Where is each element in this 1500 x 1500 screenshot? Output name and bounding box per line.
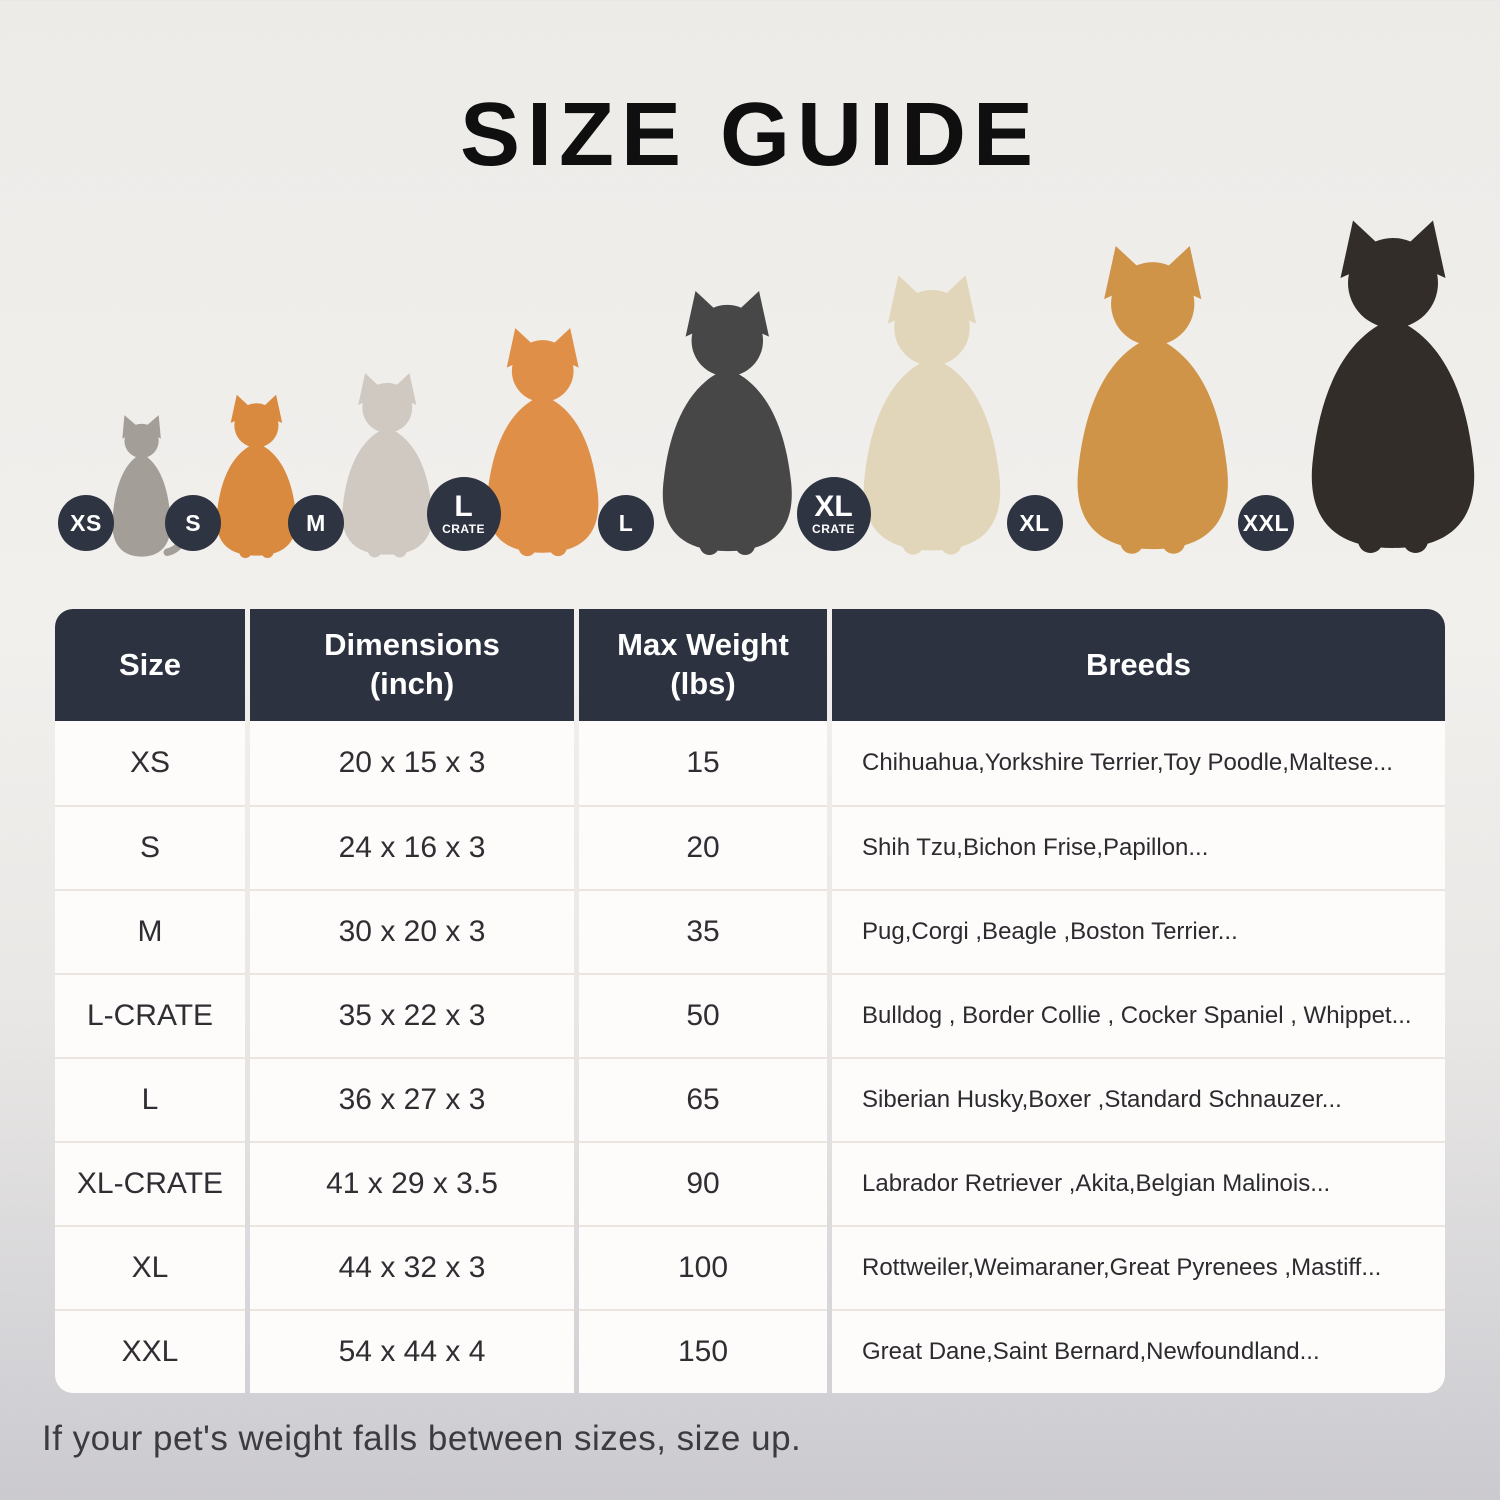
doberman-silhouette-icon xyxy=(1268,213,1500,563)
header-max-weight-label: Max Weight xyxy=(617,627,789,663)
size-badge-label: XXL xyxy=(1242,509,1290,536)
header-size: Size xyxy=(55,609,245,721)
cell-size: XXL xyxy=(55,1309,245,1393)
cell-size: XL-CRATE xyxy=(55,1141,245,1225)
size-badge-label: L xyxy=(618,509,634,536)
cell-breeds: Pug,Corgi ,Beagle ,Boston Terrier... xyxy=(832,889,1445,973)
cell-dimensions: 24 x 16 x 3 xyxy=(250,805,574,889)
cell-size: L-CRATE xyxy=(55,973,245,1057)
table-row: M 30 x 20 x 3 35 Pug,Corgi ,Beagle ,Boston … xyxy=(55,889,1445,973)
size-badge-m: M xyxy=(287,495,344,551)
size-badge-sublabel: CRATE xyxy=(442,521,486,536)
size-badge-label: XS xyxy=(70,509,102,536)
cell-max-weight: 50 xyxy=(579,973,827,1057)
cell-size: XL xyxy=(55,1225,245,1309)
table-row: XL-CRATE 41 x 29 x 3.5 90 Labrador Retrieve… xyxy=(55,1141,1445,1225)
pet-golden-retriever: XL xyxy=(1006,239,1268,563)
cell-size: XS xyxy=(55,721,245,805)
header-dimensions-unit: (inch) xyxy=(369,666,455,701)
size-badge-xxl: XXL xyxy=(1237,495,1294,551)
header-dimensions: Dimensions (inch) xyxy=(250,609,574,721)
table-row: S 24 x 16 x 3 20 Shih Tzu,Bichon Frise,Papi… xyxy=(55,805,1445,889)
table-row: L-CRATE 35 x 22 x 3 50 Bulldog , Border Col… xyxy=(55,973,1445,1057)
cell-breeds: Labrador Retriever ,Akita,Belgian Malino… xyxy=(832,1141,1445,1225)
cell-max-weight: 20 xyxy=(579,805,827,889)
size-badge-s: S xyxy=(165,495,222,551)
cell-size: L xyxy=(55,1057,245,1141)
header-dimensions-label: Dimensions xyxy=(324,627,500,663)
size-badge-xl: XL xyxy=(1006,495,1063,551)
cell-max-weight: 150 xyxy=(579,1309,827,1393)
cell-breeds: Shih Tzu,Bichon Frise,Papillon... xyxy=(832,805,1445,889)
cell-dimensions: 41 x 29 x 3.5 xyxy=(250,1141,574,1225)
table-row: XS 20 x 15 x 3 15 Chihuahua,Yorkshire Terri… xyxy=(55,721,1445,805)
cell-dimensions: 54 x 44 x 4 xyxy=(250,1309,574,1393)
pet-cat: XS xyxy=(58,413,195,563)
pet-shiba-inu: L CRATE xyxy=(426,323,628,563)
cell-breeds: Siberian Husky,Boxer ,Standard Schnauzer… xyxy=(832,1057,1445,1141)
size-badge-sublabel: CRATE xyxy=(812,521,855,536)
header-breeds: Breeds xyxy=(832,609,1445,721)
size-badge-label: XL xyxy=(1019,509,1050,536)
size-badge-label: XL xyxy=(814,489,853,523)
size-badge-l: L xyxy=(597,495,654,551)
cell-size: M xyxy=(55,889,245,973)
header-max-weight: Max Weight (lbs) xyxy=(579,609,827,721)
golden-retriever-silhouette-icon xyxy=(1037,239,1268,563)
size-guide-table: Size Dimensions (inch) Max Weight (lbs) … xyxy=(55,609,1445,1393)
header-size-label: Size xyxy=(118,646,182,682)
table-row: L 36 x 27 x 3 65 Siberian Husky,Boxer ,Stan… xyxy=(55,1057,1445,1141)
size-badge-label: M xyxy=(306,509,326,536)
cell-max-weight: 90 xyxy=(579,1141,827,1225)
table-body: XS 20 x 15 x 3 15 Chihuahua,Yorkshire Terri… xyxy=(55,721,1445,1393)
cell-dimensions: 30 x 20 x 3 xyxy=(250,889,574,973)
size-badge-label: S xyxy=(185,509,202,536)
page-title: SIZE GUIDE xyxy=(459,85,1041,185)
cell-breeds: Rottweiler,Weimaraner,Great Pyrenees ,Ma… xyxy=(832,1225,1445,1309)
pet-french-bulldog: M xyxy=(287,369,457,563)
cell-max-weight: 100 xyxy=(579,1225,827,1309)
pet-pomeranian: S xyxy=(165,391,318,563)
pets-row: XS S M L CRATE L XL CRATE XL XXL xyxy=(58,211,1428,563)
size-badge-xl-crate: XL CRATE xyxy=(796,477,871,551)
size-badge-l-crate: L CRATE xyxy=(426,477,501,551)
header-breeds-label: Breeds xyxy=(1085,646,1192,682)
table-row: XXL 54 x 44 x 4 150 Great Dane,Saint Bernar… xyxy=(55,1309,1445,1393)
pet-border-collie: L xyxy=(597,285,827,563)
cell-max-weight: 35 xyxy=(579,889,827,973)
header-max-weight-unit: (lbs) xyxy=(670,666,736,701)
size-badge-label: L xyxy=(454,489,473,523)
cell-max-weight: 15 xyxy=(579,721,827,805)
table-header-row: Size Dimensions (inch) Max Weight (lbs) … xyxy=(55,609,1445,721)
cell-dimensions: 36 x 27 x 3 xyxy=(250,1057,574,1141)
footnote: If your pet's weight falls between sizes… xyxy=(42,1419,802,1458)
pet-labrador: XL CRATE xyxy=(796,269,1037,563)
cell-dimensions: 44 x 32 x 3 xyxy=(250,1225,574,1309)
cell-breeds: Great Dane,Saint Bernard,Newfoundland... xyxy=(832,1309,1445,1393)
cell-dimensions: 20 x 15 x 3 xyxy=(250,721,574,805)
cell-breeds: Chihuahua,Yorkshire Terrier,Toy Poodle,M… xyxy=(832,721,1445,805)
cell-breeds: Bulldog , Border Collie , Cocker Spaniel… xyxy=(832,973,1445,1057)
table-row: XL 44 x 32 x 3 100 Rottweiler,Weimaraner,Gr… xyxy=(55,1225,1445,1309)
cell-size: S xyxy=(55,805,245,889)
cell-max-weight: 65 xyxy=(579,1057,827,1141)
pet-doberman: XXL xyxy=(1237,213,1500,563)
cell-dimensions: 35 x 22 x 3 xyxy=(250,973,574,1057)
size-badge-xs: XS xyxy=(58,495,114,551)
